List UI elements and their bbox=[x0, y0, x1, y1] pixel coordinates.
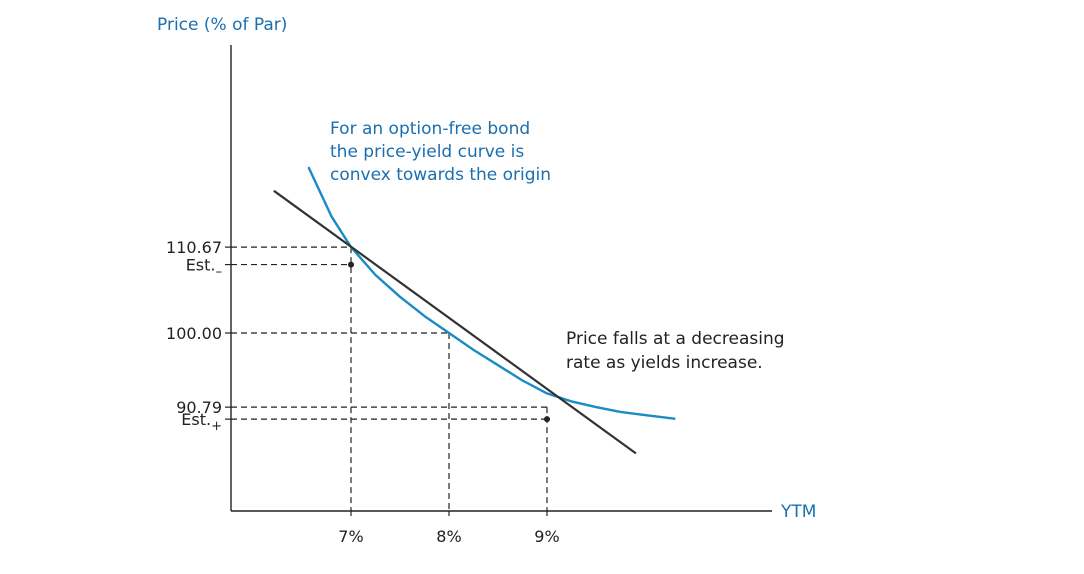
guide-lines bbox=[231, 246, 548, 511]
decreasing-rate-annotation-line-1: Price falls at a decreasing bbox=[566, 329, 785, 349]
y-tick-label-4: Est.+ bbox=[181, 410, 222, 434]
y-tick-label-1: Est.– bbox=[186, 256, 222, 280]
y-tick-label-text-2: 100.00 bbox=[166, 324, 222, 343]
y-tick-label-text-1: Est. bbox=[186, 256, 216, 275]
x-tick-label-1: 8% bbox=[436, 527, 461, 546]
y-axis-title: Price (% of Par) bbox=[157, 15, 287, 35]
x-axis-title: YTM bbox=[780, 502, 816, 522]
estimate-point-1 bbox=[544, 416, 550, 423]
duration-tangent-line bbox=[273, 190, 637, 454]
estimate-point-0 bbox=[348, 261, 354, 268]
y-tick-label-sub-4: + bbox=[211, 419, 222, 434]
y-tick-label-sub-1: – bbox=[216, 265, 223, 280]
y-tick-label-0: 110.67 bbox=[166, 238, 222, 257]
decreasing-rate-annotation: Price falls at a decreasing rate as yiel… bbox=[566, 329, 790, 373]
price-yield-curve bbox=[307, 166, 676, 420]
x-tick-label-2: 9% bbox=[534, 527, 559, 546]
series-group bbox=[273, 166, 676, 454]
point-group bbox=[348, 261, 550, 423]
convexity-annotation-line-2: the price-yield curve is bbox=[330, 142, 524, 162]
x-tick-label-0: 7% bbox=[338, 527, 363, 546]
y-tick-label-text-0: 110.67 bbox=[166, 238, 222, 257]
y-tick-label-3: 90.79 bbox=[176, 398, 222, 417]
y-tick-label-text-3: 90.79 bbox=[176, 398, 222, 417]
y-tick-label-2: 100.00 bbox=[166, 324, 222, 343]
decreasing-rate-annotation-line-2: rate as yields increase. bbox=[566, 353, 763, 373]
x-tick-labels: 7% 8% 9% bbox=[338, 511, 560, 546]
y-tick-label-text-4: Est. bbox=[181, 410, 211, 429]
convexity-annotation-line-1: For an option-free bond bbox=[330, 119, 530, 139]
convexity-annotation-line-3: convex towards the origin bbox=[330, 165, 551, 185]
convexity-annotation: For an option-free bond the price-yield … bbox=[330, 119, 551, 185]
